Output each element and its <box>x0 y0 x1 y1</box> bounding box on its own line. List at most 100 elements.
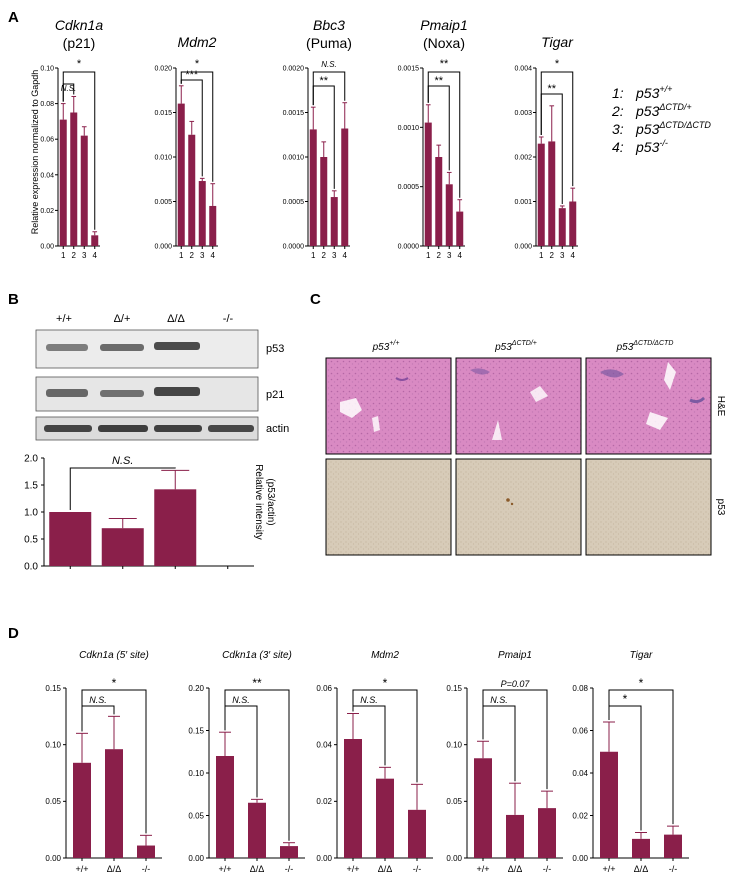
panel-b-ylabel-line-1: Relative intensity <box>253 464 264 540</box>
significance-label: N.S. <box>490 695 508 705</box>
y-tick-label: 0.06 <box>40 137 54 144</box>
panel-label-a: A <box>8 9 19 26</box>
svg-text:p53ΔCTD/+: p53ΔCTD/+ <box>635 102 692 119</box>
y-tick-label: 0.15 <box>45 684 61 693</box>
bar <box>538 808 556 858</box>
x-tick-label: 4 <box>571 251 576 260</box>
y-tick-label: 0.04 <box>40 172 54 179</box>
x-tick-label: Δ/Δ <box>508 864 523 874</box>
blot-label: p53 <box>266 343 284 355</box>
y-tick-label: 0.000 <box>154 243 172 250</box>
chart-title: Mdm2 <box>178 34 217 50</box>
y-tick-label: 0.0020 <box>283 65 305 72</box>
panel-label-c: C <box>310 291 321 308</box>
bar <box>664 834 682 858</box>
bar <box>91 235 99 246</box>
y-tick-label: 0.10 <box>446 740 462 749</box>
significance-label: * <box>195 58 200 70</box>
y-tick-label: 0.010 <box>154 154 172 161</box>
x-tick-label: 3 <box>82 251 87 260</box>
x-tick-label: 1 <box>426 251 431 260</box>
y-tick-label: 0.15 <box>188 726 204 735</box>
y-tick-label: 0.02 <box>40 208 54 215</box>
x-tick-label: -/- <box>142 864 151 874</box>
significance-label: * <box>383 676 388 690</box>
x-tick-label: 2 <box>72 251 77 260</box>
y-tick-label: 0.04 <box>572 769 588 778</box>
he-image-ctd-het <box>455 357 582 455</box>
svg-text:p53-/-: p53-/- <box>635 138 668 155</box>
legend-sup: ΔCTD/+ <box>658 102 691 112</box>
chart-subtitle: (p21) <box>63 35 96 51</box>
x-tick-label: 4 <box>211 251 216 260</box>
chart-title: Cdkn1a (3′ site) <box>222 650 292 661</box>
x-tick-label: 2 <box>322 251 327 260</box>
y-tick-label: 0.015 <box>154 110 172 117</box>
bar <box>59 119 67 246</box>
y-tick-label: 0.00 <box>316 854 332 863</box>
y-tick-label: 0.0000 <box>283 243 305 250</box>
significance-label: N.S. <box>112 455 133 467</box>
y-tick-label: 0.004 <box>514 65 532 72</box>
x-tick-label: Δ/Δ <box>250 864 265 874</box>
bar <box>198 181 206 246</box>
chart-title: Tigar <box>630 650 653 661</box>
legend-num: 2: <box>611 103 624 119</box>
x-tick-label: Δ/Δ <box>634 864 649 874</box>
x-tick-label: 1 <box>179 251 184 260</box>
histology-row-label: H&E <box>715 396 726 417</box>
lane-label: Δ/+ <box>114 313 131 325</box>
y-tick-label: 0.05 <box>446 797 462 806</box>
bar <box>408 809 426 858</box>
svg-text:p53+/+: p53+/+ <box>635 84 672 101</box>
blot-label: p21 <box>266 389 284 401</box>
y-tick-label: 0.08 <box>40 101 54 108</box>
legend-text: p53 <box>635 121 660 137</box>
bar <box>188 134 196 246</box>
x-tick-label: 1 <box>539 251 544 260</box>
chart-title: Mdm2 <box>371 650 399 661</box>
panel-a-ylabel: Relative expression normalized to Gapdh <box>30 70 40 235</box>
panel-label-d: D <box>8 625 19 642</box>
significance-label: N.S. <box>89 695 107 705</box>
significance-label: * <box>555 58 560 70</box>
x-tick-label: 1 <box>61 251 66 260</box>
y-tick-label: 0.00 <box>188 854 204 863</box>
significance-label: * <box>623 692 628 706</box>
panel-label-b: B <box>8 291 19 308</box>
bar <box>341 128 349 246</box>
western-blot: +/+ Δ/+ Δ/Δ -/- p53 p21 actin <box>35 313 289 441</box>
histology-column-label: p53ΔCTD/ΔCTD <box>616 340 674 353</box>
legend-num: 4: <box>612 139 624 155</box>
y-tick-label: 1.0 <box>24 508 38 519</box>
y-tick-label: 0.05 <box>45 797 61 806</box>
chart-a-2: 0.0000 0.0005 0.0010 0.0015 0.0020 1 2 3 4 ** N.S.… <box>283 17 352 260</box>
chart-title: Pmaip1 <box>420 17 467 33</box>
y-tick-label: 0.002 <box>514 154 532 161</box>
y-tick-label: 0.00 <box>40 243 54 250</box>
significance-bracket <box>81 689 147 834</box>
x-tick-label: +/+ <box>346 864 359 874</box>
chart-subtitle: (Puma) <box>306 35 352 51</box>
histology-row-label: p53 <box>715 499 726 516</box>
y-tick-label: 0.15 <box>446 684 462 693</box>
bar <box>105 749 123 858</box>
y-tick-label: 0.10 <box>45 740 61 749</box>
panel-b-ylabel-line-2: (p53/actin) <box>265 478 276 525</box>
x-tick-label: 3 <box>447 251 452 260</box>
legend-text: p53 <box>635 139 660 155</box>
x-tick-label: +/+ <box>218 864 231 874</box>
y-tick-label: 0.00 <box>45 854 61 863</box>
bar <box>209 205 217 246</box>
y-tick-label: 0.000 <box>514 243 532 250</box>
chart-title: Bbc3 <box>313 17 345 33</box>
y-tick-label: 0.08 <box>572 684 588 693</box>
y-tick-label: 2.0 <box>24 454 38 465</box>
lane-label: -/- <box>223 313 234 325</box>
y-tick-label: 0.0010 <box>398 125 420 132</box>
bar <box>600 751 618 858</box>
x-tick-label: 4 <box>93 251 98 260</box>
ihc-image-ctd-het <box>455 458 582 556</box>
significance-label: N.S. <box>321 60 337 69</box>
